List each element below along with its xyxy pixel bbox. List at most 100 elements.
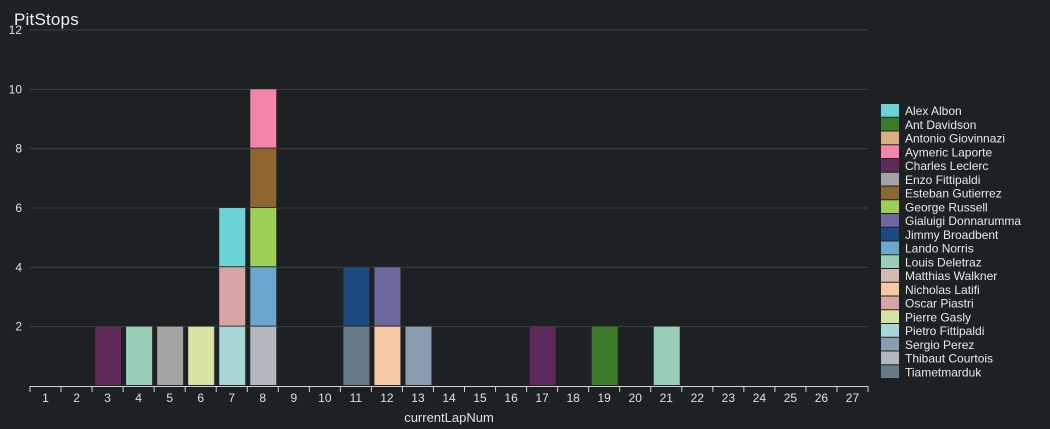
legend-item-george-russell[interactable]: George Russell	[881, 200, 988, 214]
legend-item-enzo-fittipaldi[interactable]: Enzo Fittipaldi	[881, 172, 980, 187]
y-axis-ticks: 2 4 6 8 10 12	[9, 23, 23, 334]
bar-segment-lap-7-pietro-fittipaldi[interactable]	[219, 326, 246, 385]
x-tick-label: 27	[846, 391, 860, 405]
legend-item-thibaut-courtois[interactable]: Thibaut Courtois	[881, 351, 993, 366]
x-tick-label: 24	[753, 391, 767, 405]
legend-item-ant-davidson[interactable]: Ant Davidson	[881, 117, 976, 132]
legend-swatch	[881, 227, 899, 241]
legend-label: Matthias Walkner	[905, 269, 997, 283]
x-axis: 1 2 3 4 5 6 7 8 9 10 11 12 13 14 15 16 17 18 19 20 21 22 23 24 2…	[29, 386, 869, 405]
legend-item-pietro-fittipaldi[interactable]: Pietro Fittipaldi	[881, 324, 984, 338]
legend-swatch	[881, 145, 899, 158]
x-tick-label: 10	[318, 391, 332, 405]
legend-item-louis-deletraz[interactable]: Louis Deletraz	[881, 255, 982, 269]
legend-label: Alex Albon	[905, 104, 962, 118]
legend-swatch	[881, 200, 899, 213]
legend-swatch	[881, 351, 899, 365]
legend-label: Oscar Piastri	[905, 297, 974, 311]
x-tick-label: 6	[197, 391, 204, 405]
x-tick-label: 9	[290, 391, 297, 405]
x-tick-label: 15	[473, 391, 487, 405]
bar-segment-lap-8-aymeric-laporte[interactable]	[250, 89, 277, 148]
x-tick-label: 23	[722, 391, 736, 405]
legend-item-lando-norris[interactable]: Lando Norris	[881, 241, 974, 256]
legend-label: Pierre Gasly	[905, 310, 971, 324]
bar-segment-lap-11-tiametmarduk[interactable]	[343, 326, 370, 385]
legend-label: Esteban Gutierrez	[905, 187, 1002, 201]
bar-segment-lap-13-sergio-perez[interactable]	[405, 326, 432, 385]
legend-item-alex-albon[interactable]: Alex Albon	[881, 104, 962, 118]
legend-swatch	[881, 172, 899, 186]
legend-item-sergio-perez[interactable]: Sergio Perez	[881, 337, 974, 352]
bar-segment-lap-19-ant-davidson[interactable]	[591, 326, 618, 385]
bar-segment-lap-21-louis-deletraz[interactable]	[653, 326, 680, 385]
x-tick-label: 12	[380, 391, 394, 405]
legend-item-tiametmarduk[interactable]: Tiametmarduk	[881, 365, 982, 379]
bar-segment-lap-8-george-russell[interactable]	[250, 208, 277, 267]
legend-item-pierre-gasly[interactable]: Pierre Gasly	[881, 310, 971, 324]
x-axis-title: currentLapNum	[404, 410, 494, 425]
y-tick-label: 8	[15, 142, 22, 156]
legend-item-esteban-gutierrez[interactable]: Esteban Gutierrez	[881, 186, 1002, 201]
x-tick-label: 11	[350, 391, 363, 405]
legend-label: Pietro Fittipaldi	[905, 324, 984, 338]
bar-segment-lap-11-jimmy-broadbent[interactable]	[343, 267, 370, 326]
legend-label: Thibaut Courtois	[905, 352, 993, 366]
bar-segment-lap-8-lando-norris[interactable]	[250, 267, 277, 326]
legend-label: George Russell	[905, 200, 988, 214]
bar-segment-lap-6-pierre-gasly[interactable]	[188, 326, 215, 385]
x-tick-label: 17	[535, 391, 549, 405]
x-tick-label: 14	[442, 391, 456, 405]
grid-lines	[30, 29, 868, 328]
bar-segment-lap-3-charles-leclerc[interactable]	[95, 326, 122, 385]
bar-segment-lap-5-enzo-fittipaldi[interactable]	[157, 326, 184, 385]
x-tick-label: 19	[598, 391, 612, 405]
legend-label: Nicholas Latifi	[905, 283, 980, 297]
bars	[95, 89, 680, 385]
legend-item-oscar-piastri[interactable]: Oscar Piastri	[881, 296, 974, 311]
x-tick-label: 25	[784, 391, 798, 405]
bar-segment-lap-7-alex-albon[interactable]	[219, 208, 246, 267]
x-tick-label: 7	[228, 391, 235, 405]
legend-item-charles-leclerc[interactable]: Charles Leclerc	[881, 159, 988, 173]
legend-item-gialuigi-donnarumma[interactable]: Gialuigi Donnarumma	[881, 214, 1021, 228]
legend-swatch	[881, 296, 899, 310]
bar-segment-lap-12-gialuigi-donnarumma[interactable]	[374, 267, 401, 326]
x-tick-label: 2	[73, 391, 80, 405]
legend-label: Charles Leclerc	[905, 159, 988, 173]
y-tick-label: 12	[9, 23, 23, 37]
bar-segment-lap-8-thibaut-courtois[interactable]	[250, 326, 277, 385]
y-tick-label: 2	[15, 320, 22, 334]
bar-segment-lap-17-charles-leclerc[interactable]	[529, 326, 556, 385]
legend-label: Tiametmarduk	[905, 365, 982, 379]
legend-item-jimmy-broadbent[interactable]: Jimmy Broadbent	[881, 227, 999, 242]
legend-swatch	[881, 186, 899, 200]
legend-swatch	[881, 269, 899, 282]
x-tick-label: 13	[411, 391, 425, 405]
bar-segment-lap-7-oscar-piastri[interactable]	[219, 267, 246, 326]
x-tick-label: 22	[691, 391, 705, 405]
legend-item-aymeric-laporte[interactable]: Aymeric Laporte	[881, 145, 992, 159]
x-tick-label: 20	[629, 391, 643, 405]
legend-item-matthias-walkner[interactable]: Matthias Walkner	[881, 269, 997, 283]
bar-segment-lap-12-nicholas-latifi[interactable]	[374, 326, 401, 385]
legend-swatch	[881, 117, 899, 131]
legend-swatch	[881, 365, 899, 378]
legend-swatch	[881, 324, 899, 337]
legend-item-antonio-giovinnazi[interactable]: Antonio Giovinnazi	[881, 131, 1005, 146]
x-tick-label: 16	[504, 391, 518, 405]
legend-swatch	[881, 214, 899, 227]
legend-label: Ant Davidson	[905, 118, 976, 132]
bar-segment-lap-8-esteban-gutierrez[interactable]	[250, 148, 277, 207]
legend-item-nicholas-latifi[interactable]: Nicholas Latifi	[881, 282, 980, 297]
y-tick-label: 4	[15, 260, 22, 274]
bar-segment-lap-4-louis-deletraz[interactable]	[126, 326, 153, 385]
legend-label: Aymeric Laporte	[905, 145, 992, 159]
legend-swatch	[881, 131, 899, 145]
x-tick-label: 4	[135, 391, 142, 405]
legend-swatch	[881, 282, 899, 296]
x-tick-label: 3	[104, 391, 111, 405]
y-tick-label: 6	[15, 201, 22, 215]
